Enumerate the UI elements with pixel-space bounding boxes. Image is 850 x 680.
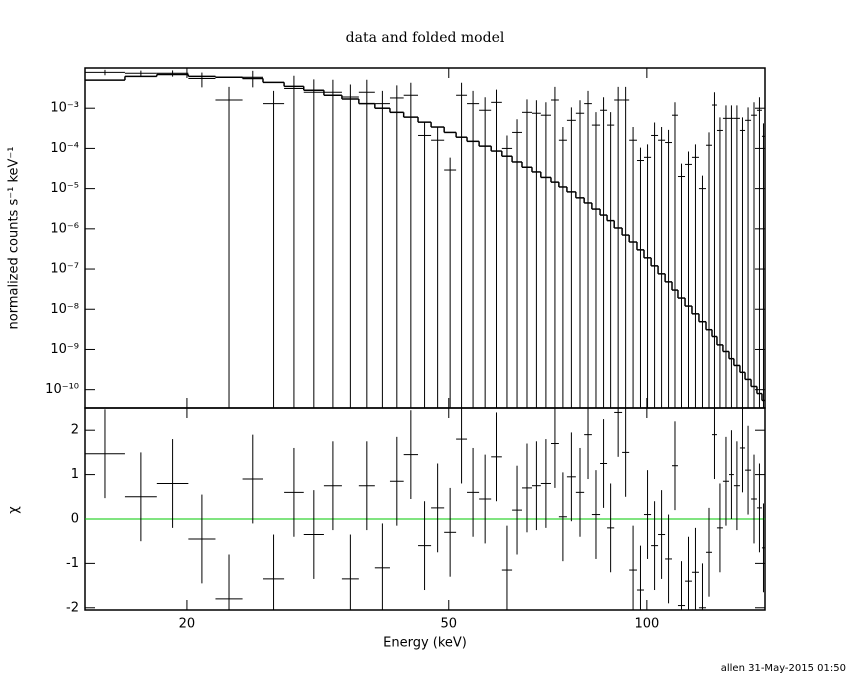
- x-tick-label: 20: [179, 617, 196, 632]
- x-tick-label: 100: [634, 617, 659, 632]
- y-tick-label: 10⁻⁶: [50, 221, 79, 236]
- residual-axis-label: χ: [7, 506, 22, 514]
- footer: allen 31-May-2015 01:50: [721, 663, 846, 674]
- y-tick-label: 10⁻⁸: [50, 302, 79, 317]
- y-tick-label: 1: [71, 467, 79, 482]
- y-tick-label: -1: [66, 556, 79, 571]
- x-axis-label: Energy (keV): [383, 636, 467, 651]
- y-tick-label: 10⁻⁴: [50, 141, 79, 156]
- y-tick-label: 10⁻⁹: [50, 342, 79, 357]
- y-axis-label: normalized counts s⁻¹ keV⁻¹: [7, 147, 22, 330]
- x-tick-label: 50: [441, 617, 458, 632]
- y-tick-label: 10⁻⁷: [50, 262, 79, 277]
- y-tick-label: 10⁻⁵: [50, 181, 79, 196]
- y-tick-label: 0: [71, 511, 79, 526]
- chart-title: data and folded model: [346, 30, 505, 46]
- y-tick-label: 10⁻¹⁰: [45, 382, 79, 397]
- y-tick-label: 2: [71, 423, 79, 438]
- y-tick-label: 10⁻³: [50, 101, 79, 116]
- y-tick-label: -2: [66, 600, 79, 615]
